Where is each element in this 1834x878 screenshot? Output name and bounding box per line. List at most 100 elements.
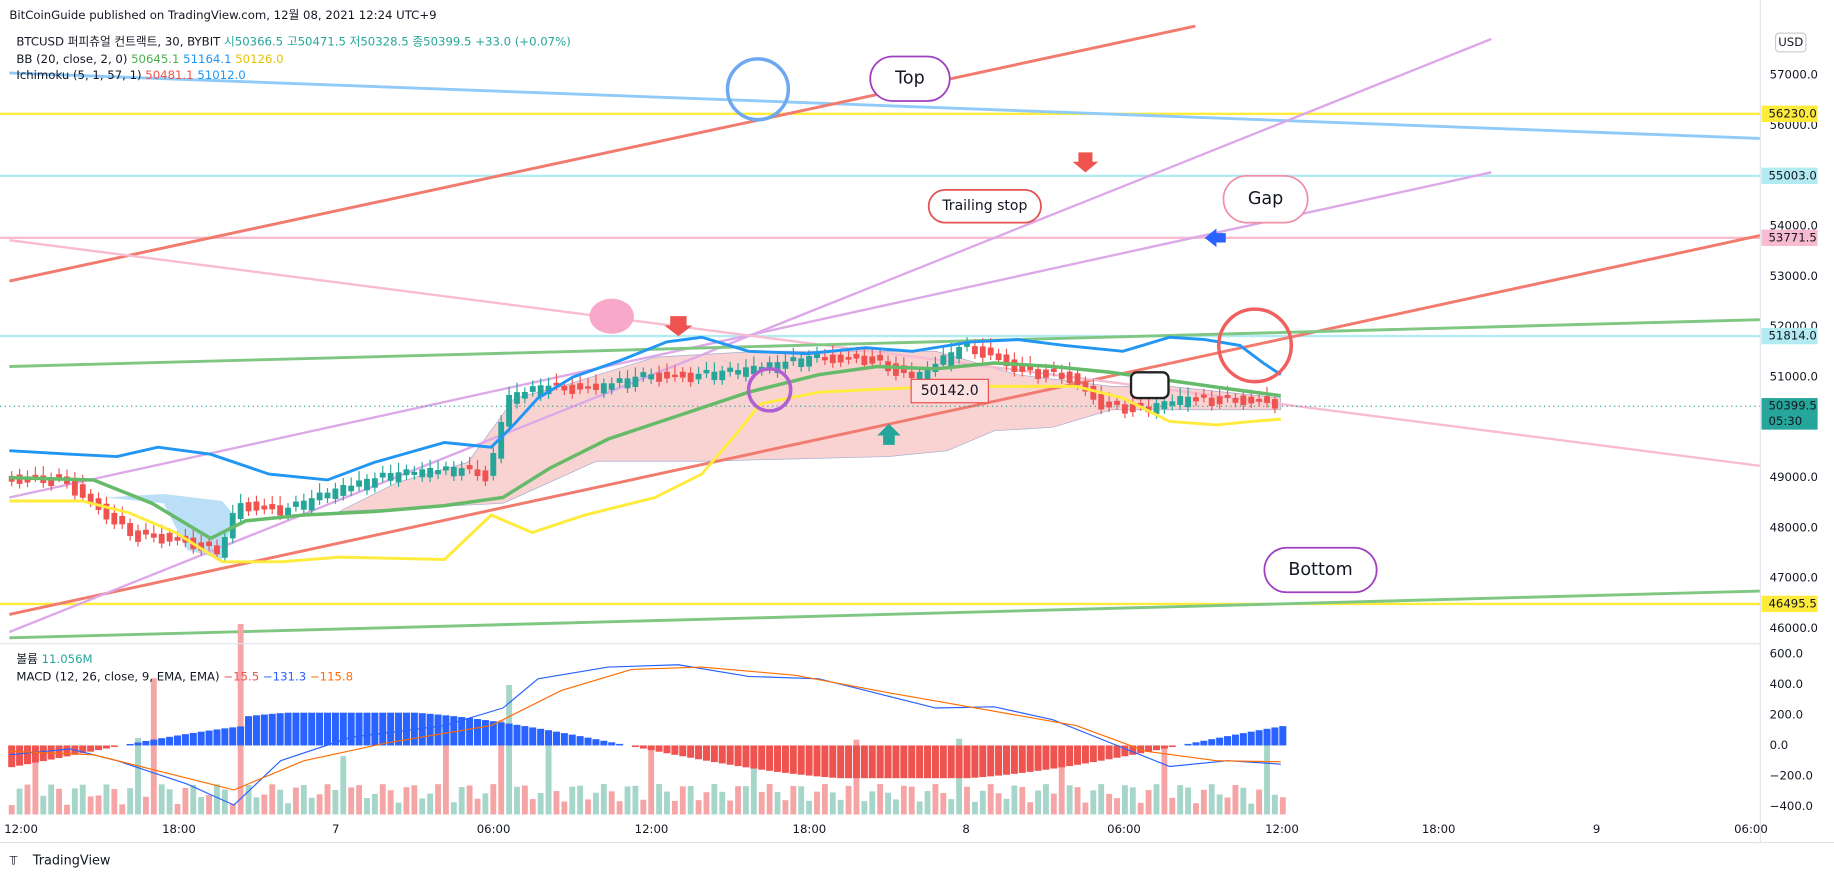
macd-hist-bar: [55, 745, 63, 758]
macd-hist-bar: [1066, 745, 1074, 767]
ichimoku-legend: Ichimoku (5, 1, 57, 1) 50481.1 51012.0: [16, 68, 245, 82]
candle-body: [703, 369, 710, 374]
volume-bar: [585, 799, 591, 815]
candle-body: [806, 356, 813, 367]
macd-hist-bar: [1121, 745, 1129, 757]
candle-body: [506, 394, 513, 427]
signal-line: [9, 666, 1281, 791]
macd-hist-bar: [955, 745, 963, 779]
candle-body: [1050, 368, 1057, 372]
candle-body: [1216, 396, 1223, 405]
macd-tick-label: −400.0: [1770, 799, 1813, 813]
volume-bar: [1035, 790, 1041, 815]
macd-hist-bar: [1208, 739, 1216, 746]
volume-bar: [971, 801, 978, 815]
macd-hist-bar: [1224, 736, 1232, 746]
candle-body: [419, 469, 426, 478]
candle-body: [111, 512, 118, 525]
volume-bar: [687, 785, 694, 815]
volume-bar: [561, 801, 568, 815]
macd-hist-bar: [608, 742, 616, 746]
callout: [1222, 174, 1309, 224]
time-tick-label: 7: [332, 822, 339, 836]
candle-body: [1114, 400, 1120, 405]
time-tick-label: 18:00: [162, 822, 196, 836]
macd-hist-bar: [742, 745, 750, 768]
macd-hist-bar: [837, 745, 845, 779]
macd-hist-bar: [245, 716, 253, 746]
candle-body: [466, 465, 473, 470]
volume-bar: [837, 799, 844, 815]
volume-bar: [71, 788, 78, 815]
volume-bar: [758, 791, 765, 815]
time-tick-label: 18:00: [793, 822, 827, 836]
candle-body: [482, 470, 489, 482]
volume-bar: [292, 787, 299, 815]
candle-body: [916, 371, 923, 381]
candle-body: [340, 485, 347, 496]
macd-hist-bar: [1034, 745, 1042, 771]
macd-hist-bar: [102, 745, 110, 749]
volume-bar: [948, 799, 955, 815]
macd-hist-bar: [529, 727, 537, 746]
pig-icon: [589, 298, 634, 334]
candle-body: [237, 503, 244, 519]
candle-body: [1098, 394, 1105, 410]
volume-bar: [174, 804, 181, 815]
macd-hist-bar: [947, 745, 955, 779]
volume-bar: [1256, 789, 1263, 815]
candle-body: [545, 385, 552, 395]
currency-box[interactable]: [1774, 32, 1807, 53]
volume-bar: [593, 792, 599, 815]
macd-hist-bar: [710, 745, 718, 763]
macd-hist-bar: [1042, 745, 1050, 770]
candle-body: [411, 471, 418, 475]
macd-hist-bar: [339, 712, 347, 746]
volume-bar: [427, 793, 434, 815]
macd-line: [9, 664, 1281, 806]
candle-body: [1169, 401, 1176, 406]
volume-bar: [150, 678, 157, 815]
candle-body: [529, 386, 536, 392]
macd-hist-bar: [331, 712, 339, 746]
candle-body: [735, 370, 741, 375]
volume-bar: [253, 797, 260, 815]
macd-hist-bar: [150, 739, 158, 746]
arrow-up: [877, 423, 901, 445]
macd-hist-bar: [1002, 745, 1010, 775]
volume-bar: [821, 784, 828, 815]
sad-face: [1217, 307, 1294, 384]
candle-body: [514, 392, 520, 404]
volume-bar: [932, 784, 939, 815]
bb-name: BB (20, close, 2, 0): [16, 51, 127, 65]
volume-bar: [348, 787, 355, 815]
candle-body: [569, 384, 576, 394]
candle-body: [174, 537, 181, 541]
volume-bar: [419, 798, 426, 815]
macd-hist-bar: [189, 732, 197, 746]
candle-body: [1248, 396, 1255, 404]
volume-bar: [940, 792, 947, 815]
volume-bar: [1153, 784, 1160, 815]
volume-bar: [900, 785, 907, 815]
volume-bar: [340, 756, 347, 815]
macd-hist-bar: [276, 713, 284, 746]
volume-bar: [237, 624, 244, 815]
candle-body: [1208, 397, 1215, 407]
candle-body: [1035, 369, 1041, 380]
volume-legend: 볼륨 11.056M: [16, 651, 92, 665]
candle-body: [719, 370, 726, 381]
candle-body: [1224, 395, 1231, 398]
macd-hist-bar: [821, 745, 829, 778]
candle-body: [435, 470, 441, 475]
volume-bar: [1050, 793, 1057, 815]
callout: [927, 188, 1042, 224]
macd-hist-bar: [1192, 742, 1200, 746]
price-tag-text: 46495.5: [1769, 596, 1817, 610]
candle-body: [1256, 398, 1263, 402]
macd-hist-bar: [995, 745, 1003, 776]
ichimoku-lead2: 51012.0: [197, 68, 245, 82]
macd-hist-bar: [197, 731, 205, 746]
macd-hist-bar: [16, 745, 24, 766]
